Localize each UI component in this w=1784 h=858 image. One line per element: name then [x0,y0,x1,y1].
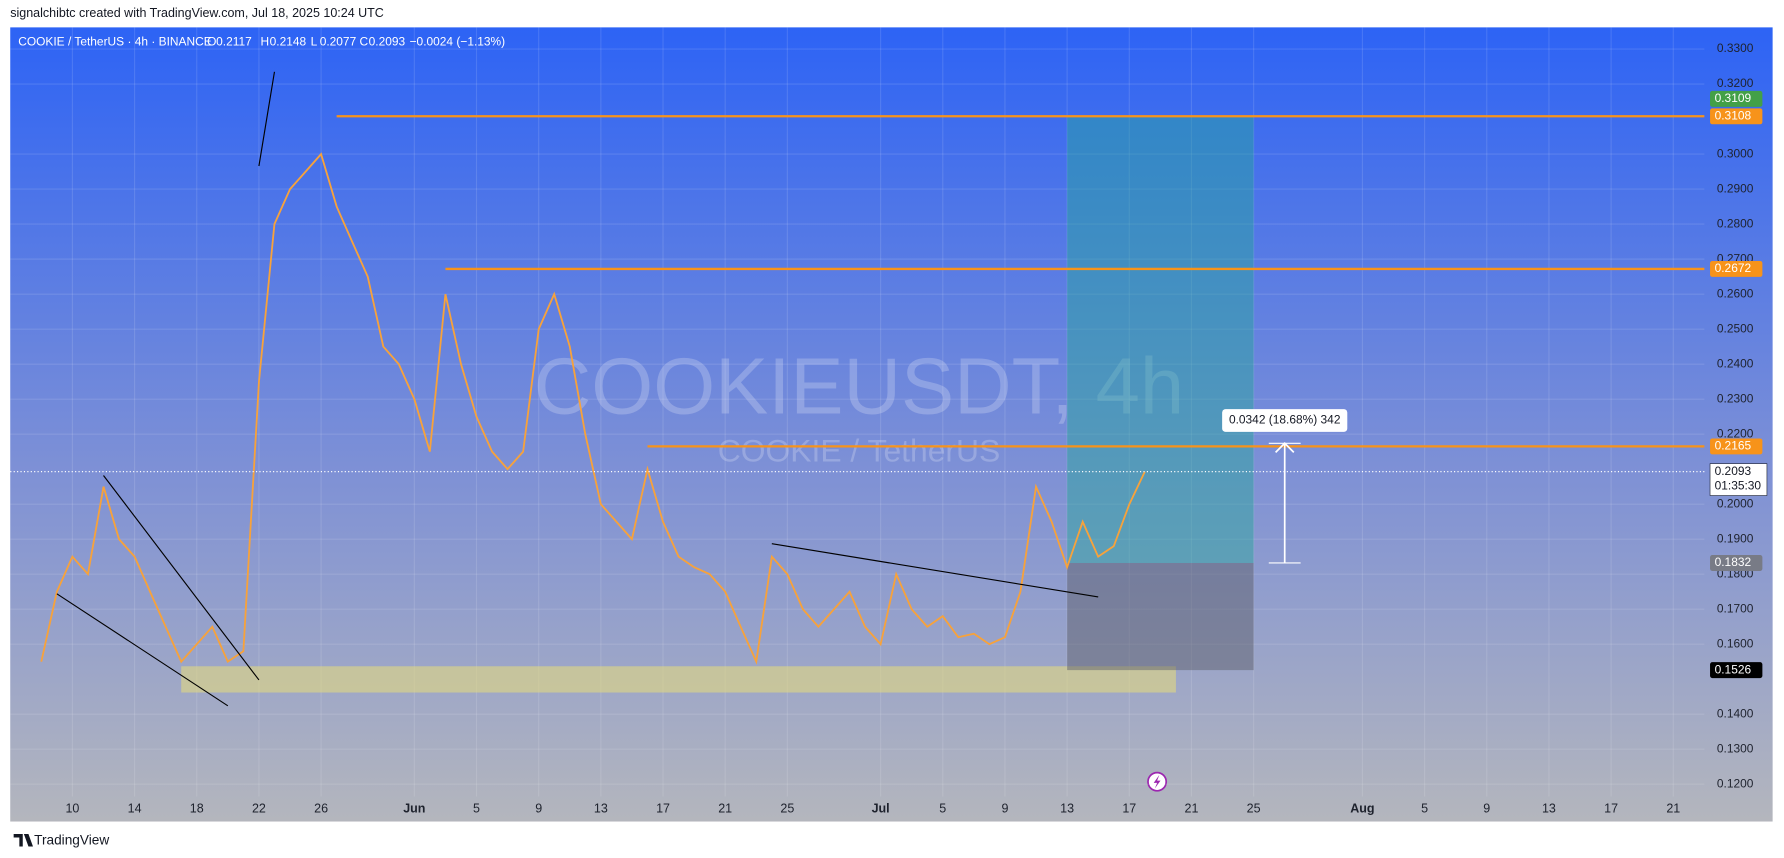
symbol: COOKIE / TetherUS · 4h · BINANCE [18,34,212,48]
price-tag [1710,90,1763,107]
x-tick-label: 9 [1001,801,1008,815]
y-tick-label: 0.1400 [1717,706,1754,720]
y-tick-label: 0.3300 [1717,41,1754,55]
x-tick-label: 17 [656,801,670,815]
x-tick-label: 5 [1421,801,1428,815]
y-tick-label: 0.1600 [1717,636,1754,650]
measure-label-box [1222,409,1348,432]
ohlc-key: H [261,34,270,48]
x-tick-label: 25 [780,801,794,815]
x-tick-label: 17 [1604,801,1618,815]
x-tick-label: 25 [1247,801,1261,815]
price-tag [1710,108,1763,125]
x-tick-label: 21 [1666,801,1680,815]
price-tag-label: 0.2165 [1715,439,1752,453]
last-price-tag [1709,463,1768,496]
price-tag-label: 0.3109 [1715,91,1752,105]
x-tick-label: Aug [1350,801,1374,815]
x-tick-label: 10 [65,801,79,815]
price-tag-label: 0.1526 [1715,662,1752,676]
y-tick-label: 0.2400 [1717,356,1754,370]
price-tag [1710,662,1763,679]
y-tick-label: 0.2500 [1717,321,1754,335]
stop-zone [1067,562,1254,671]
y-tick-label: 0.1300 [1717,741,1754,755]
target-zone [1067,115,1254,563]
change: −0.0024 (−1.13%) [410,34,506,48]
ohlc-key: C [360,34,369,48]
x-tick-label: 13 [1542,801,1556,815]
trendline [103,475,260,681]
y-tick-label: 0.2600 [1717,286,1754,300]
x-tick-label: 21 [1185,801,1199,815]
trendline [56,593,229,707]
x-tick-label: 9 [1483,801,1490,815]
price-tag-label: 0.1832 [1715,555,1752,569]
header: signalchibtc created with TradingView.co… [10,6,384,20]
price-tag-label: 0.3108 [1715,108,1752,122]
price-tag-label: 0.2672 [1715,261,1752,275]
x-tick-label: 13 [594,801,608,815]
x-tick-label: 5 [473,801,480,815]
y-tick-label: 0.2300 [1717,391,1754,405]
ohlc-key: L [311,34,318,48]
footer-logo: TradingView [13,832,109,847]
watermark: COOKIE / TetherUS [718,432,1001,468]
y-tick-label: 0.3000 [1717,146,1754,160]
price-tag [1710,260,1763,277]
ohlc-value: 0.2077 [320,34,357,48]
ohlc-value: 0.2117 [216,34,252,48]
y-tick-label: 0.1200 [1717,776,1754,790]
x-tick-label: 26 [314,801,328,815]
price-line [40,152,1146,665]
x-tick-label: Jul [872,801,890,815]
x-tick-label: 18 [190,801,204,815]
trendline [258,71,276,167]
y-tick-label: 0.1700 [1717,601,1754,615]
measure-label: 0.0342 (18.68%) 342 [1229,413,1341,427]
ohlc-value: 0.2148 [270,34,307,48]
y-tick-label: 0.3200 [1717,76,1754,90]
ohlc-key: O [207,34,216,48]
x-tick-label: 13 [1060,801,1074,815]
ohlc-value: 0.2093 [369,34,406,48]
y-tick-label: 0.2200 [1717,426,1754,440]
x-tick-label: 14 [128,801,142,815]
y-tick-label: 0.1900 [1717,531,1754,545]
trendline [771,543,1099,598]
alert-icon [1147,771,1168,792]
watermark: COOKIEUSDT, 4h [534,342,1184,431]
x-tick-label: 5 [939,801,946,815]
x-tick-label: 22 [252,801,266,815]
x-tick-label: Jun [403,801,425,815]
x-tick-label: 9 [535,801,542,815]
y-tick-label: 0.2000 [1717,496,1754,510]
support-zone [181,666,1176,693]
footer: TradingView [34,832,109,847]
price-tag [1710,555,1763,571]
x-tick-label: 17 [1122,801,1136,815]
y-tick-label: 0.2800 [1717,216,1754,230]
y-tick-label: 0.2900 [1717,181,1754,195]
last-price-label: 0.2093 [1715,464,1752,478]
price-tag [1710,438,1763,455]
x-tick-label: 21 [718,801,732,815]
countdown: 01:35:30 [1715,479,1762,493]
